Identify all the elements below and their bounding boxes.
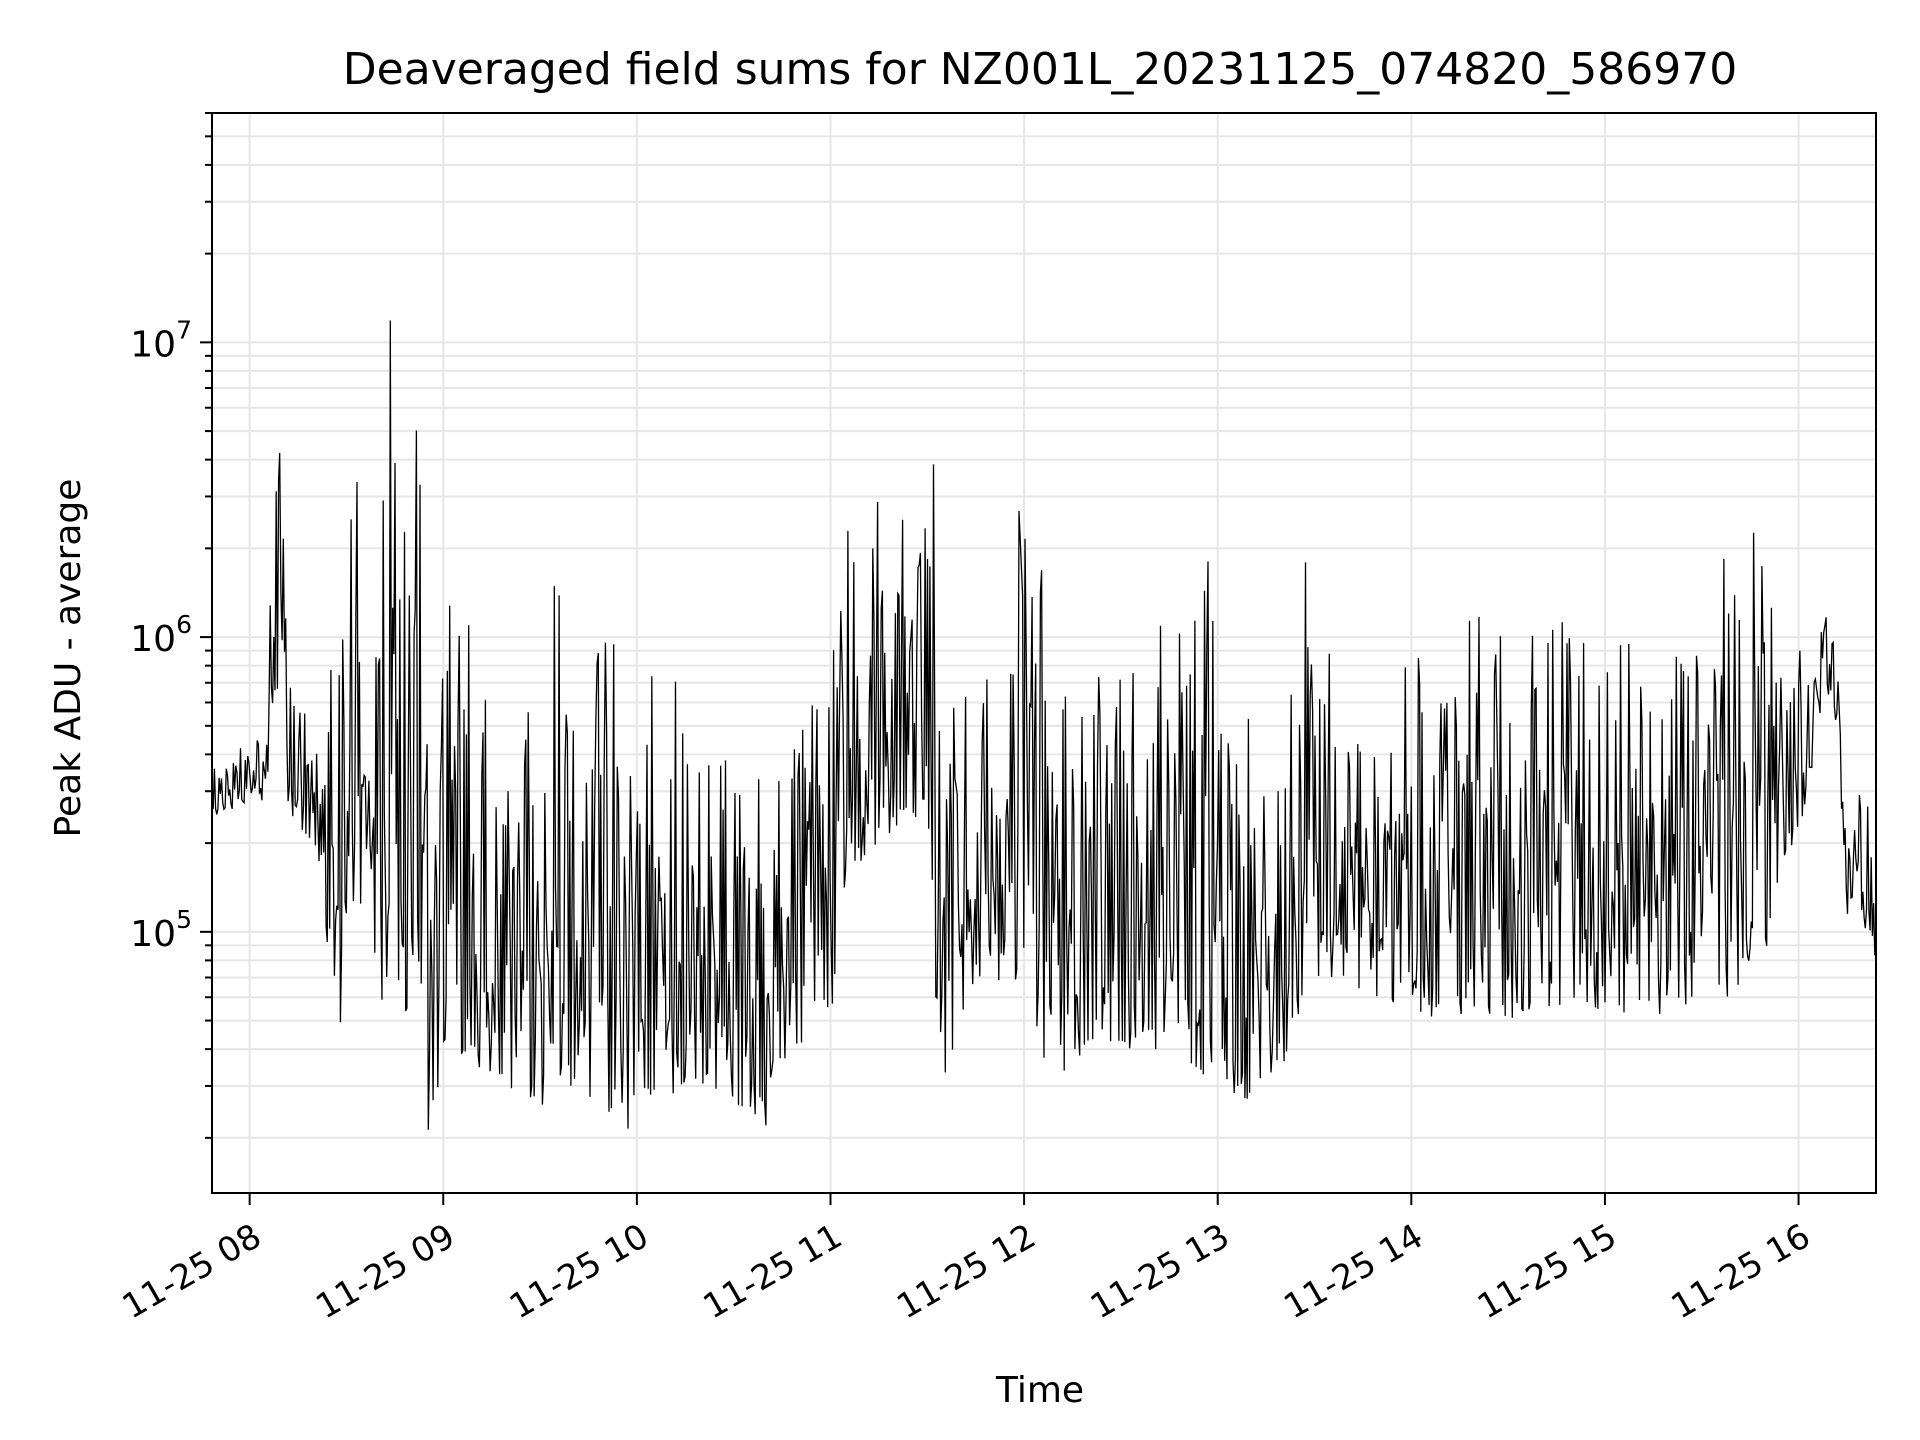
- x-tick-label: 11-25 09: [309, 1216, 461, 1327]
- x-tick-label: 11-25 16: [1665, 1216, 1817, 1327]
- y-axis-label: Peak ADU - average: [48, 479, 89, 838]
- x-tick-label: 11-25 10: [503, 1216, 655, 1327]
- x-tick-label: 11-25 13: [1084, 1216, 1236, 1327]
- chart-title: Deaveraged field sums for NZ001L_2023112…: [343, 44, 1737, 95]
- x-tick-label: 11-25 15: [1471, 1216, 1623, 1327]
- x-tick-label: 11-25 12: [890, 1216, 1042, 1327]
- x-axis-label: Time: [995, 1370, 1084, 1411]
- axes-frame: [211, 112, 1877, 1194]
- x-tick-label: 11-25 08: [116, 1216, 268, 1327]
- y-tick-base: 10: [130, 619, 176, 660]
- data-series: [211, 320, 1877, 1130]
- y-tick-exponent: 7: [176, 315, 192, 344]
- y-tick-label: 107: [130, 315, 192, 365]
- x-tick-label: 11-25 14: [1277, 1216, 1429, 1327]
- y-tick-exponent: 5: [176, 905, 192, 934]
- y-tick-exponent: 6: [176, 610, 192, 639]
- y-tick-label: 106: [130, 610, 192, 660]
- y-tick-base: 10: [130, 914, 176, 955]
- series-line: [211, 320, 1877, 1130]
- x-tick-label: 11-25 11: [697, 1216, 849, 1327]
- y-tick-base: 10: [130, 324, 176, 365]
- y-tick-label: 105: [130, 905, 192, 955]
